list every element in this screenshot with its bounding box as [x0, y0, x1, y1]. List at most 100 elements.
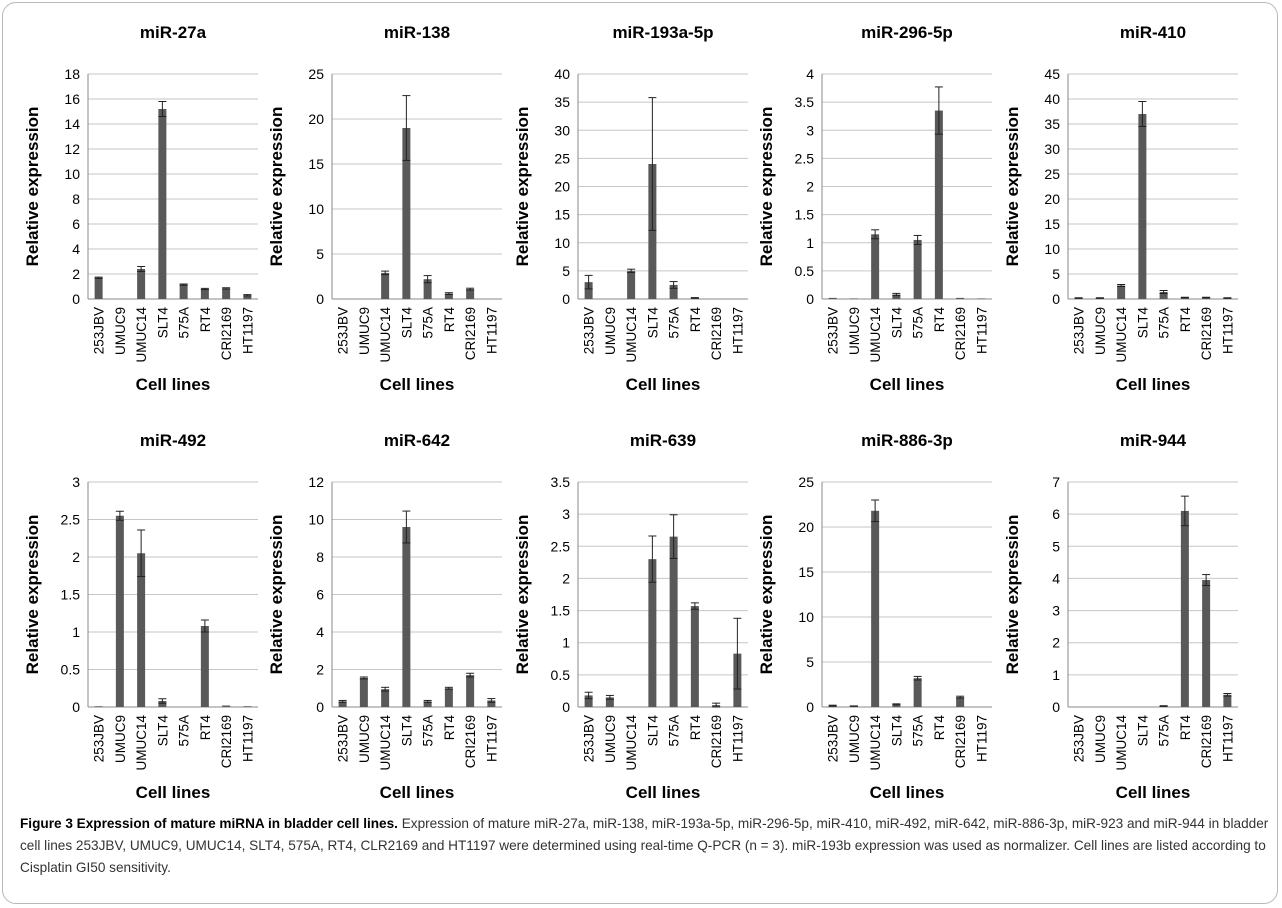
- bar: [338, 701, 347, 707]
- x-tick-label: RT4: [932, 715, 947, 741]
- bar: [402, 527, 411, 707]
- error-bar: [222, 287, 231, 290]
- error-bar: [423, 275, 432, 284]
- x-axis-label: Cell lines: [626, 783, 701, 802]
- bar: [222, 288, 231, 299]
- bar: [423, 701, 432, 707]
- x-tick-label: RT4: [1178, 715, 1193, 741]
- error-bar: [828, 704, 837, 707]
- error-bar: [338, 699, 347, 703]
- y-tick-label: 5: [316, 246, 324, 262]
- error-bar: [934, 86, 943, 135]
- y-tick-label: 6: [316, 587, 324, 603]
- bar: [381, 689, 390, 707]
- error-bar: [423, 699, 432, 703]
- bar: [871, 510, 880, 707]
- bar: [466, 675, 475, 707]
- bar: [444, 688, 453, 707]
- y-tick-label: 5: [806, 654, 814, 670]
- x-tick-label: 575A: [421, 715, 436, 747]
- x-tick-label: RT4: [932, 307, 947, 333]
- x-tick-label: SLT4: [399, 307, 414, 339]
- bar: [913, 678, 922, 707]
- y-tick-label: 0: [806, 699, 814, 715]
- y-tick-label: 25: [798, 474, 814, 490]
- bar: [669, 284, 678, 299]
- error-bar: [243, 294, 252, 297]
- error-bar: [627, 268, 636, 274]
- x-tick-label: UMUC14: [624, 307, 639, 363]
- y-tick-label: 0: [72, 291, 80, 307]
- error-bar: [648, 535, 657, 583]
- bar: [934, 110, 943, 299]
- bar: [466, 289, 475, 299]
- bar: [956, 297, 965, 299]
- y-tick-label: 0: [316, 291, 324, 307]
- bar: [892, 704, 901, 707]
- chart-title: miR-27a: [140, 23, 207, 42]
- x-tick-label: SLT4: [399, 715, 414, 747]
- y-tick-label: 8: [72, 191, 80, 207]
- x-tick-label: 575A: [177, 715, 192, 747]
- y-tick-label: 0: [562, 699, 570, 715]
- bar: [1159, 292, 1168, 299]
- chart-panel: miR-639 0 0.5 1 1.5 2 2.5 3 3.5 Relative expressi…: [513, 431, 748, 802]
- x-tick-label: 575A: [1157, 715, 1172, 747]
- bar: [584, 282, 593, 299]
- error-bar: [871, 229, 880, 240]
- y-tick-label: 1: [562, 635, 570, 651]
- error-bar: [444, 292, 453, 295]
- chart-panel: miR-410 0 5 10 15 20 25 30 35 40 45 Relative expres…: [1003, 23, 1238, 394]
- bar: [381, 272, 390, 299]
- error-bar: [200, 287, 209, 291]
- error-bar: [1202, 574, 1211, 586]
- y-tick-label: 40: [1044, 91, 1060, 107]
- x-axis-label: Cell lines: [136, 375, 211, 394]
- y-tick-label: 2: [316, 662, 324, 678]
- y-tick-label: 1.5: [551, 603, 571, 619]
- y-axis-label: Relative expression: [757, 107, 776, 267]
- error-bar: [1117, 284, 1126, 287]
- x-tick-label: UMUC9: [603, 715, 618, 763]
- y-tick-label: 0: [562, 291, 570, 307]
- y-tick-label: 2.5: [61, 512, 81, 528]
- x-tick-label: HT1197: [484, 715, 499, 762]
- x-tick-label: HT1197: [484, 307, 499, 354]
- chart-title: miR-193a-5p: [612, 23, 713, 42]
- y-tick-label: 25: [554, 150, 570, 166]
- chart-title: miR-492: [140, 431, 206, 450]
- y-tick-label: 3: [1052, 603, 1060, 619]
- y-axis-label: Relative expression: [23, 515, 42, 675]
- bar: [956, 697, 965, 707]
- bar: [1202, 580, 1211, 707]
- error-bar: [913, 675, 922, 681]
- error-bar: [1180, 495, 1189, 527]
- error-bar: [871, 499, 880, 523]
- y-tick-label: 0: [1052, 699, 1060, 715]
- x-tick-label: 253JBV: [92, 715, 107, 762]
- y-tick-label: 30: [1044, 141, 1060, 157]
- y-axis-label: Relative expression: [1003, 515, 1022, 675]
- y-tick-label: 30: [554, 122, 570, 138]
- x-axis-label: Cell lines: [1116, 783, 1191, 802]
- error-bar: [733, 617, 742, 690]
- x-tick-label: 575A: [667, 715, 682, 747]
- x-tick-label: CRI2169: [953, 715, 968, 768]
- error-bar: [115, 510, 124, 521]
- y-tick-label: 4: [806, 66, 814, 82]
- x-tick-label: UMUC9: [357, 307, 372, 355]
- y-tick-label: 0.5: [795, 263, 815, 279]
- x-tick-label: CRI2169: [709, 715, 724, 768]
- y-tick-label: 5: [1052, 538, 1060, 554]
- chart-title: miR-944: [1120, 431, 1187, 450]
- x-tick-label: CRI2169: [709, 307, 724, 360]
- x-tick-label: SLT4: [1135, 715, 1150, 747]
- bar: [222, 705, 231, 707]
- x-tick-label: 575A: [1157, 307, 1172, 339]
- y-tick-label: 15: [1044, 216, 1060, 232]
- chart-panel: miR-492 0 0.5 1 1.5 2 2.5 3 Relative expression 2…: [23, 431, 258, 802]
- chart-title: miR-138: [384, 23, 450, 42]
- error-bar: [892, 292, 901, 297]
- y-tick-label: 2: [72, 266, 80, 282]
